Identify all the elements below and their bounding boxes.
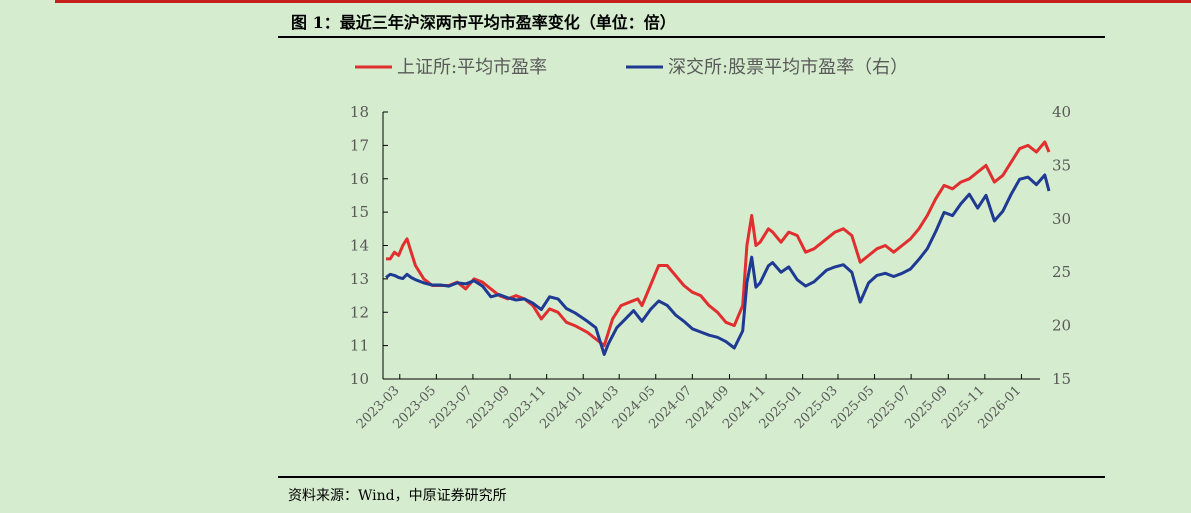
right-axis-tick-label: 40	[1052, 103, 1071, 121]
right-axis-tick-label: 35	[1052, 156, 1071, 174]
chart-legend: 上证所:平均市盈率 深交所:股票平均市盈率（右）	[355, 57, 908, 78]
left-axis-tick-label: 13	[350, 270, 369, 288]
left-axis-tick-label: 12	[350, 303, 369, 321]
left-axis-tick-label: 17	[350, 136, 369, 154]
left-axis-tick-label: 15	[350, 203, 369, 221]
chart-ticks: 1011121314151617181520253035402023-03202…	[350, 103, 1071, 432]
left-axis-tick-label: 11	[350, 337, 369, 355]
source-note: 资料来源：Wind，中原证券研究所	[288, 488, 507, 504]
right-axis-tick-label: 15	[1052, 370, 1071, 388]
right-axis-tick-label: 20	[1052, 317, 1071, 335]
bottom-rule	[278, 476, 1105, 478]
left-axis-tick-label: 18	[350, 103, 369, 121]
right-axis-tick-label: 30	[1052, 210, 1071, 228]
right-axis-tick-label: 25	[1052, 263, 1071, 281]
series-line-shanghai	[386, 140, 1051, 348]
left-axis-tick-label: 16	[350, 170, 369, 188]
series-line-shenzhen	[385, 173, 1051, 356]
top-accent-rule	[55, 0, 1191, 3]
title-rule	[278, 36, 1105, 38]
chart-lines	[385, 140, 1051, 356]
chart-axes	[382, 112, 1040, 380]
legend-label-shanghai: 上证所:平均市盈率	[397, 57, 547, 78]
left-axis-tick-label: 14	[350, 237, 369, 255]
figure-title: 图 1：最近三年沪深两市平均市盈率变化（单位：倍）	[291, 13, 676, 32]
legend-label-shenzhen: 深交所:股票平均市盈率（右）	[668, 57, 908, 78]
left-axis-tick-label: 10	[350, 370, 369, 388]
